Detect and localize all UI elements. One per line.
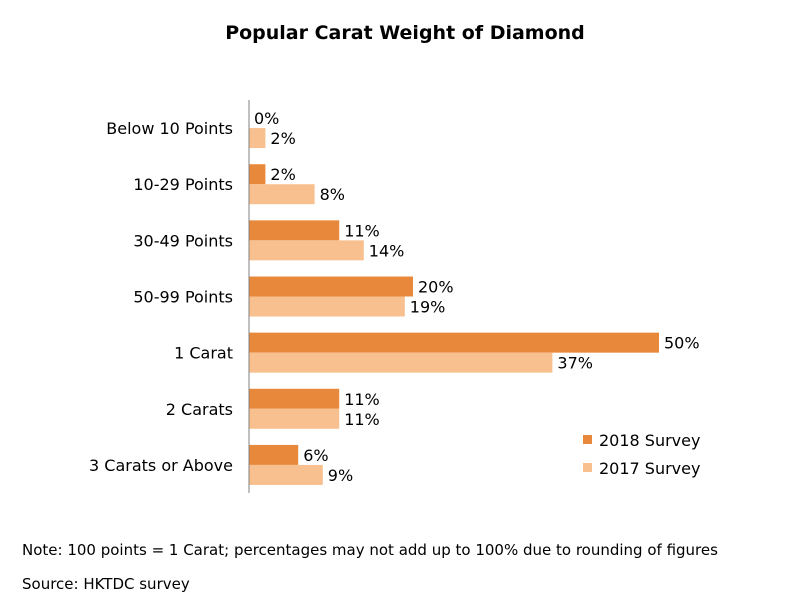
data-label: 2% — [270, 129, 295, 148]
data-label: 19% — [410, 298, 446, 317]
data-label: 6% — [303, 446, 328, 465]
category-label: 2 Carats — [166, 400, 233, 419]
data-label: 11% — [344, 410, 380, 429]
chart-source: Source: HKTDC survey — [22, 575, 190, 593]
data-label: 0% — [254, 109, 279, 128]
legend-swatch — [583, 463, 592, 472]
bar-2017 — [249, 240, 364, 261]
category-label: 30-49 Points — [133, 231, 233, 250]
bar-2018 — [249, 276, 413, 297]
legend-label: 2017 Survey — [599, 459, 700, 478]
data-label: 9% — [328, 466, 353, 485]
category-label: Below 10 Points — [106, 119, 233, 138]
bar-2018 — [249, 220, 340, 241]
bar-2017 — [249, 296, 405, 317]
category-label: 1 Carat — [174, 344, 233, 363]
data-label: 8% — [320, 185, 345, 204]
bar-2018 — [249, 332, 659, 353]
data-label: 20% — [418, 278, 454, 297]
bar-2018 — [249, 444, 299, 465]
bar-2018 — [249, 388, 340, 409]
data-label: 37% — [557, 354, 593, 373]
data-label: 14% — [369, 241, 405, 260]
legend-swatch — [583, 435, 592, 444]
bar-2017 — [249, 464, 323, 485]
bar-2017 — [249, 128, 266, 149]
bar-2018 — [249, 164, 266, 185]
legend-label: 2018 Survey — [599, 431, 700, 450]
category-label: 3 Carats or Above — [89, 456, 233, 475]
chart-title: Popular Carat Weight of Diamond — [225, 22, 585, 44]
data-label: 11% — [344, 221, 380, 240]
bar-2017 — [249, 408, 340, 429]
bar-2017 — [249, 184, 315, 205]
category-label: 50-99 Points — [133, 288, 233, 307]
data-label: 2% — [270, 165, 295, 184]
data-label: 11% — [344, 390, 380, 409]
chart-note: Note: 100 points = 1 Carat; percentages … — [22, 541, 718, 559]
category-label: 10-29 Points — [133, 175, 233, 194]
bar-2017 — [249, 352, 553, 373]
data-label: 50% — [664, 334, 700, 353]
